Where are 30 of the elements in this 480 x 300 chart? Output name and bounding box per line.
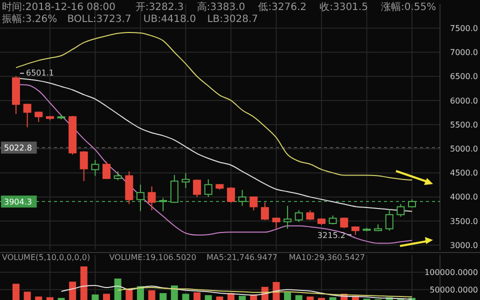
ref-line-label: 5022.8 [4, 143, 32, 152]
annotation: 3215.2 [317, 230, 346, 240]
y-tick-label: 7500.0 [450, 24, 478, 33]
annotation: VOLUME(5,10,0,0,0,0) [2, 253, 90, 262]
y-tick-label: 50000.0000 [430, 285, 478, 294]
annotation: BOLL:3723.7 [67, 14, 132, 25]
annotation: MA5:21,746.9477 [206, 253, 278, 262]
y-tick-label: 6500.0 [450, 72, 478, 82]
annotation: 高:3383.0 [196, 1, 246, 13]
ref-line-label: 3904.3 [4, 197, 32, 206]
annotation: UB:4418.0 [143, 14, 196, 25]
annotation: 开:3282.3 [135, 2, 184, 13]
y-tick-label: 100000.0000 [424, 268, 478, 278]
annotation: LB:3028.7 [207, 14, 258, 25]
y-tick-label: 4500.0 [450, 168, 478, 178]
annotation: VOLUME:19,106.5020 [109, 253, 196, 262]
y-tick-label: 3500.0 [450, 216, 478, 226]
annotation: 振幅:3.26% [2, 13, 58, 25]
annotation: 涨幅:0.55% [381, 1, 436, 13]
annotation: 收:3301.5 [320, 2, 368, 13]
annotation: 6501.1 [26, 68, 54, 78]
y-tick-label: 4000.0 [450, 192, 478, 202]
y-tick-label: 5000.0 [450, 144, 478, 154]
annotation: 低:3276.2 [258, 2, 307, 13]
annotation: 时间:2018-12-16 08:00 [2, 1, 116, 13]
annotation: MA10:29,360.5427 [288, 253, 366, 262]
y-tick-label: 3000.0 [450, 240, 478, 250]
y-tick-label: 5500.0 [450, 120, 478, 130]
y-tick-label: 7000.0 [450, 48, 478, 58]
y-tick-label: 6000.0 [450, 96, 478, 106]
